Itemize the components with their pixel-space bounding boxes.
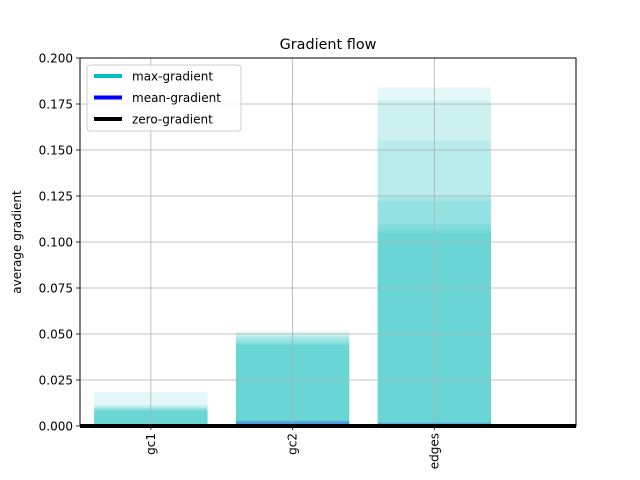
legend: max-gradient mean-gradient zero-gradient — [86, 64, 242, 132]
legend-label-zero-gradient: zero-gradient — [132, 113, 213, 127]
x-tick-label: edges — [427, 433, 441, 469]
y-tick-label: 0.025 — [39, 374, 73, 388]
y-tick-label: 0.050 — [39, 328, 73, 342]
x-axis-ticks: gc1 gc2 edges — [144, 426, 441, 469]
y-tick-label: 0.075 — [39, 282, 73, 296]
y-tick-label: 0.200 — [39, 52, 73, 66]
y-tick-label: 0.175 — [39, 98, 73, 112]
x-tick-label: gc2 — [286, 433, 300, 455]
y-tick-label: 0.000 — [39, 420, 73, 434]
y-tick-label: 0.100 — [39, 236, 73, 250]
y-tick-label: 0.150 — [39, 144, 73, 158]
legend-box — [86, 64, 242, 132]
chart-title: Gradient flow — [280, 37, 377, 53]
y-tick-label: 0.125 — [39, 190, 73, 204]
legend-label-max-gradient: max-gradient — [132, 70, 213, 84]
y-axis-ticks: 0.000 0.025 0.050 0.075 0.100 0.125 0.150 0.175… — [39, 52, 80, 434]
x-tick-label: gc1 — [144, 433, 158, 455]
legend-label-mean-gradient: mean-gradient — [132, 91, 221, 105]
y-axis-label: average gradient — [10, 190, 24, 294]
